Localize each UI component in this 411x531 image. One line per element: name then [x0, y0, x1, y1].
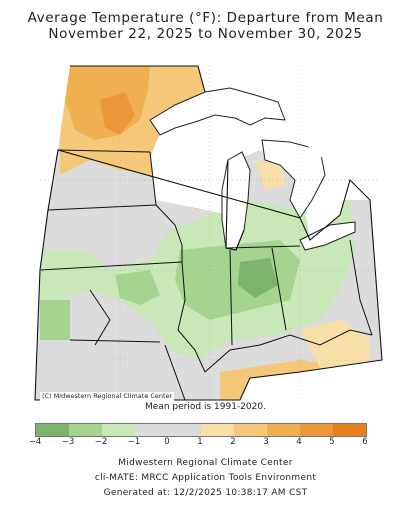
graticule — [40, 66, 380, 400]
legend-ticks: −4 −3 −2 −1 0 1 2 3 4 5 6 — [29, 437, 368, 449]
cool-region-deep — [238, 258, 278, 298]
cool-region-west — [40, 300, 70, 340]
legend-cell-7 — [267, 424, 300, 436]
legend-cell-0 — [36, 424, 69, 436]
legend-tick-label: 1 — [197, 437, 203, 447]
legend-tick-label: 6 — [362, 437, 368, 447]
neutral-region-sw — [40, 340, 170, 400]
legend-tick-label: 0 — [164, 437, 170, 447]
lake-superior — [149, 87, 286, 136]
region-outline — [34, 65, 383, 401]
legend-cell-5 — [201, 424, 234, 436]
legend-tick-label: 4 — [296, 437, 302, 447]
warm-region-south-edge — [300, 320, 370, 368]
legend-cell-2 — [102, 424, 135, 436]
mean-period-note: Mean period is 1991-2020. — [145, 402, 266, 412]
legend-cell-6 — [234, 424, 267, 436]
lake-erie — [299, 221, 356, 251]
state-borders — [39, 149, 373, 401]
legend-cell-4 — [168, 424, 201, 436]
map-title: Average Temperature (°F): Departure from… — [27, 10, 384, 26]
cool-region-iowa-core — [115, 270, 160, 305]
legend-tick-label: −4 — [28, 437, 42, 447]
legend-cell-1 — [69, 424, 102, 436]
legend-tick-label: 2 — [230, 437, 236, 447]
legend-tick-label: −3 — [61, 437, 75, 447]
map-date-range: November 22, 2025 to November 30, 2025 — [48, 26, 363, 42]
legend-cell-9 — [333, 424, 366, 436]
legend-cell-8 — [300, 424, 333, 436]
canada-water — [285, 105, 372, 200]
legend-tick-label: −2 — [94, 437, 108, 447]
footer-app: cli-MATE: MRCC Application Tools Environ… — [94, 473, 317, 483]
legend-tick-label: −1 — [127, 437, 141, 447]
warm-region-hot-spot — [100, 92, 135, 135]
footer-org: Midwestern Regional Climate Center — [118, 458, 293, 468]
footer-generated: Generated at: 12/2/2025 10:38:17 AM CST — [103, 488, 308, 498]
color-legend — [35, 423, 367, 437]
legend-tick-label: 5 — [329, 437, 335, 447]
warm-region-lower-mi — [255, 160, 285, 190]
credit-label: (C) Midwestern Regional Climate Center — [40, 392, 175, 401]
legend-tick-label: 3 — [263, 437, 269, 447]
legend-cell-3 — [135, 424, 168, 436]
